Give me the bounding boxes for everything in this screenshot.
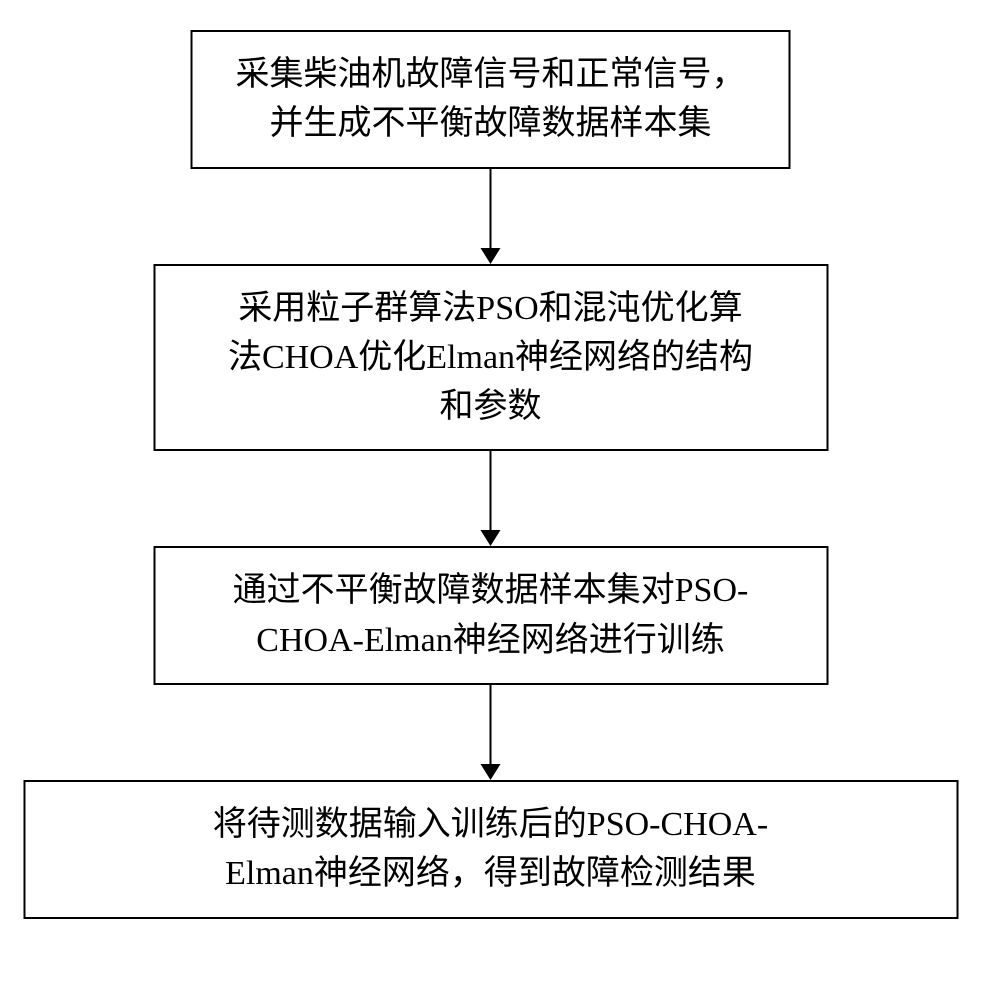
arrow-head-icon [481, 248, 501, 264]
node-text-line: Elman神经网络，得到故障检测结果 [225, 855, 756, 892]
node-text-line: 通过不平衡故障数据样本集对PSO- [233, 572, 749, 609]
flowchart-node-n4: 将待测数据输入训练后的PSO-CHOA- Elman神经网络，得到故障检测结果 [23, 780, 958, 919]
arrow-line [490, 169, 492, 248]
flowchart-node-n3: 通过不平衡故障数据样本集对PSO- CHOA-Elman神经网络进行训练 [153, 546, 828, 685]
flowchart-node-n2: 采用粒子群算法PSO和混沌优化算法CHOA优化Elman神经网络的结构和参数 [153, 264, 828, 452]
node-text-line: 采集柴油机故障信号和正常信号， [236, 56, 746, 93]
node-text-line: 将待测数据输入训练后的PSO-CHOA- [213, 806, 768, 843]
node-text-line: 并生成不平衡故障数据样本集 [270, 105, 712, 142]
flowchart-arrow [481, 685, 501, 780]
node-text-line: 法CHOA优化Elman神经网络的结构 [228, 339, 753, 376]
arrow-line [490, 451, 492, 530]
arrow-head-icon [481, 530, 501, 546]
node-text-line: 采用粒子群算法PSO和混沌优化算 [238, 290, 742, 327]
node-text-line: 和参数 [440, 388, 542, 425]
node-text-line: CHOA-Elman神经网络进行训练 [256, 622, 724, 659]
node-text: 采集柴油机故障信号和正常信号， 并生成不平衡故障数据样本集 [236, 50, 746, 149]
node-text: 通过不平衡故障数据样本集对PSO- CHOA-Elman神经网络进行训练 [233, 566, 749, 665]
flowchart-arrow [481, 451, 501, 546]
flowchart-arrow [481, 169, 501, 264]
flowchart-node-n1: 采集柴油机故障信号和正常信号， 并生成不平衡故障数据样本集 [191, 30, 791, 169]
node-text: 将待测数据输入训练后的PSO-CHOA- Elman神经网络，得到故障检测结果 [213, 800, 768, 899]
arrow-line [490, 685, 492, 764]
node-text: 采用粒子群算法PSO和混沌优化算法CHOA优化Elman神经网络的结构和参数 [228, 284, 753, 432]
flowchart-container: 采集柴油机故障信号和正常信号，并生成不平衡故障数据样本集采用粒子群算法PSO和混… [23, 30, 958, 919]
arrow-head-icon [481, 764, 501, 780]
